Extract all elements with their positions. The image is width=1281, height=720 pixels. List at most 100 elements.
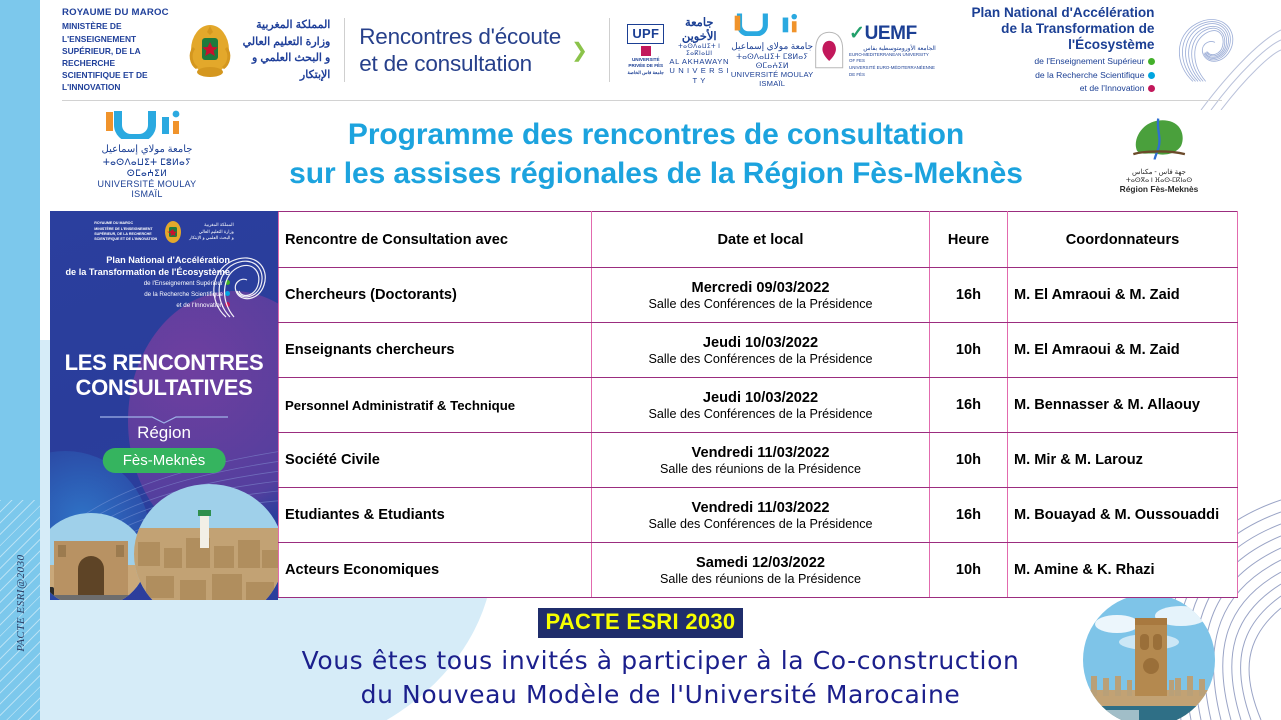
cell-date-place: Salle des Conférences de la Présidence [648, 406, 873, 421]
decorative-arc-lines-top-right [1200, 29, 1281, 110]
uemf-english-1: EURO-MEDITERRANEAN UNIVERSITY OF FES [849, 51, 929, 64]
column-header-date: Date et local [591, 211, 930, 268]
uemf-arch-icon [814, 31, 843, 69]
ministry-ar-line2: وزارة التعليم العالي [242, 35, 331, 48]
page-title-line1: Programme des rencontres de consultation [347, 118, 965, 151]
cell-date-place: Salle des Conférences de la Présidence [648, 516, 873, 531]
plan-dot-pink-icon [1147, 85, 1155, 93]
header-bottom-rule [62, 100, 1222, 101]
cell-coordinators: M. Amine & K. Rhazi [1007, 542, 1238, 598]
region-map-icon [1132, 117, 1186, 160]
poster-heading-line2: CONSULTATIVES [75, 374, 253, 400]
header-divider-2 [608, 18, 610, 82]
poster-region-name-pill: Fès-Meknès [102, 448, 226, 473]
aui-tifinagh: ⵜⴰⵙⴷⴰⵡⵉⵜ ⵏ ⵉⴰⴽⵏⴰⵡⵏ [678, 43, 721, 57]
cell-time: 10h [929, 322, 1008, 378]
morocco-coat-of-arms-icon [189, 25, 231, 77]
table-row: Acteurs Economiques Samedi 12/03/2022 Sa… [278, 542, 1238, 598]
page-title-line2: sur les assises régionales de la Région … [289, 157, 1023, 190]
plan-sub1: de l'Enseignement Supérieur [1034, 55, 1145, 66]
uemf-mark: ✓UEMF [849, 22, 917, 44]
umi-arabic-title: جامعة مولاي إسماعيل [101, 144, 193, 156]
cell-date-day: Vendredi 11/03/2022 [691, 444, 830, 461]
uemf-text-block: ✓UEMF الجامعة الأورومتوسطية بفاس EURO-ME… [849, 22, 936, 78]
table-row: Société Civile Vendredi 11/03/2022 Salle… [278, 432, 1238, 488]
header-divider-1 [344, 18, 346, 82]
umi-arabic-header: جامعة مولاي إسماعيل [731, 41, 814, 51]
poster-meknes-gate-photo [50, 513, 146, 600]
poster-plan-line2: de la Transformation de l'Écosystème [65, 266, 230, 277]
column-header-time: Heure [929, 211, 1008, 268]
poster-heading: LES RENCONTRES CONSULTATIVES [50, 350, 278, 400]
invitation-text: Vous êtes tous invités à participer à la… [150, 644, 1171, 712]
cell-coordinators: M. Bouayad & M. Oussouaddi [1007, 487, 1238, 543]
umi-mark-icon-title [106, 110, 180, 143]
side-watermark-label: PACTE ESRI@2030 [15, 554, 27, 652]
region-arabic: جهة فاس - مكناس [1132, 168, 1186, 176]
ministry-ar-line1: المملكة المغربية [256, 19, 331, 31]
cell-date: Vendredi 11/03/2022 Salle des réunions d… [591, 432, 930, 488]
cell-category: Etudiantes & Etudiants [278, 487, 592, 543]
ministry-fr-line4: SCIENTIFIQUE ET DE L'INNOVATION [62, 70, 148, 93]
table-row: Enseignants chercheurs Jeudi 10/03/2022 … [278, 322, 1238, 378]
cell-date-day: Jeudi 10/03/2022 [702, 334, 819, 351]
table-row: Etudiantes & Etudiants Vendredi 11/03/20… [278, 487, 1238, 543]
plan-sub2-row: de la Recherche Scientifique [948, 70, 1155, 82]
cell-category: Enseignants chercheurs [278, 322, 592, 378]
aui-arabic: جامعة الأخوين [681, 16, 717, 43]
plan-line1: Plan National d'Accélération [971, 4, 1155, 20]
region-fes-meknes-logo: جهة فاس - مكناس ⵜⴰⵙⴳⴰ ⵏ ⴼⴰⵙ-ⵎⴽⵏⴰⵙ Région… [1100, 115, 1218, 194]
ministry-arabic-text: المملكة المغربية وزارة التعليم العالي و … [239, 17, 331, 83]
event-title-line2: et de consultation [359, 51, 532, 76]
poster-coat-of-arms-icon [165, 221, 182, 243]
invitation-line2: du Nouveau Modèle de l'Université Maroca… [360, 679, 961, 709]
pacte-swirl-logo-icon [1178, 19, 1233, 82]
ministry-fr-line2: MINISTÈRE DE L'ENSEIGNEMENT [62, 21, 137, 44]
upf-mark: UPF [627, 24, 665, 45]
upf-university-logo: UPF UNIVERSITÉ PRIVÉE DE FÈS جامعة فاس ا… [624, 24, 668, 76]
poster-heading-line1: LES RENCONTRES [64, 350, 264, 375]
poster-plan-block: Plan National d'Accélération de la Trans… [60, 255, 230, 311]
cell-category: Personnel Administratif & Technique [278, 377, 592, 433]
ministry-fr-line1: ROYAUME DU MAROC [62, 7, 169, 19]
column-header-coordinators: Coordonnateurs [1007, 211, 1238, 268]
cell-date-place: Salle des réunions de la Présidence [660, 461, 861, 476]
poster-plan-sub3-row: et de l'Innovation [60, 301, 230, 311]
cell-date: Mercredi 09/03/2022 Salle des Conférence… [591, 267, 930, 323]
consultative-meetings-poster: ROYAUME DU MAROC MINISTÈRE DE L'ENSEIGNEM… [50, 211, 278, 600]
hassan-tower-illustration [1083, 594, 1215, 720]
chevron-right-icon: ❯ [571, 39, 588, 62]
column-header-category: Rencontre de Consultation avec [278, 211, 592, 268]
fes-medina-illustration [134, 484, 278, 600]
plan-sub1-row: de l'Enseignement Supérieur [948, 56, 1155, 68]
umi-university-logo-title: جامعة مولاي إسماعيل ⵜⴰⵙⴷⴰⵡⵉⵜ ⵎⵓⵍⴰⵢ ⵙⵎⴰⵄⵉ… [82, 109, 212, 199]
cell-date-day: Jeudi 10/03/2022 [702, 389, 819, 406]
ministry-logo: ROYAUME DU MAROC MINISTÈRE DE L'ENSEIGNE… [62, 6, 330, 93]
cell-date-day: Samedi 12/03/2022 [695, 554, 825, 571]
poster-dot-blue-icon [225, 290, 230, 296]
cell-time: 16h [929, 487, 1008, 543]
plan-sub3: et de l'Innovation [1079, 83, 1145, 94]
cell-time: 16h [929, 377, 1008, 433]
poster-ministry-ar: المملكة المغربية وزارة التعليم العالي و ال… [189, 222, 234, 241]
uemf-arabic: الجامعة الأورومتوسطية بفاس [863, 45, 936, 52]
cell-time: 10h [929, 432, 1008, 488]
aui-english-2: U N I V E R S I T Y [669, 66, 730, 85]
header-logo-strip: ROYAUME DU MAROC MINISTÈRE DE L'ENSEIGNE… [40, 4, 1240, 104]
poster-ministry-header: ROYAUME DU MAROC MINISTÈRE DE L'ENSEIGNEM… [50, 219, 278, 245]
ministry-ar-line3: و البحث العلمي و الإبتكار [252, 52, 331, 81]
poster-plan-sub1-row: de l'Enseignement Supérieur [60, 280, 230, 289]
cell-date-place: Salle des Conférences de la Présidence [648, 296, 873, 311]
cell-coordinators: M. El Amraoui & M. Zaid [1007, 267, 1238, 323]
ministry-french-text: ROYAUME DU MAROC MINISTÈRE DE L'ENSEIGNE… [62, 6, 181, 93]
hassan-tower-photo [1083, 594, 1215, 720]
umi-tifinagh-title: ⵜⴰⵙⴷⴰⵡⵉⵜ ⵎⵓⵍⴰⵢ ⵙⵎⴰⵄⵉⵍ [102, 156, 192, 178]
umi-english-header: UNIVERSITÉ MOULAY ISMAÏL [730, 70, 814, 88]
poster-plan-sub3: et de l'Innovation [176, 301, 223, 309]
cell-date-place: Salle des Conférences de la Présidence [648, 351, 873, 366]
al-akhawayn-university-logo: جامعة الأخوين ⵜⴰⵙⴷⴰⵡⵉⵜ ⵏ ⵉⴰⴽⵏⴰⵡⵏ AL AKHA… [668, 15, 731, 85]
poster-plan-sub2-row: de la Recherche Scientifique [60, 290, 230, 300]
plan-dot-green-icon [1147, 57, 1155, 65]
poster-plan-sub1: de l'Enseignement Supérieur [143, 280, 223, 287]
